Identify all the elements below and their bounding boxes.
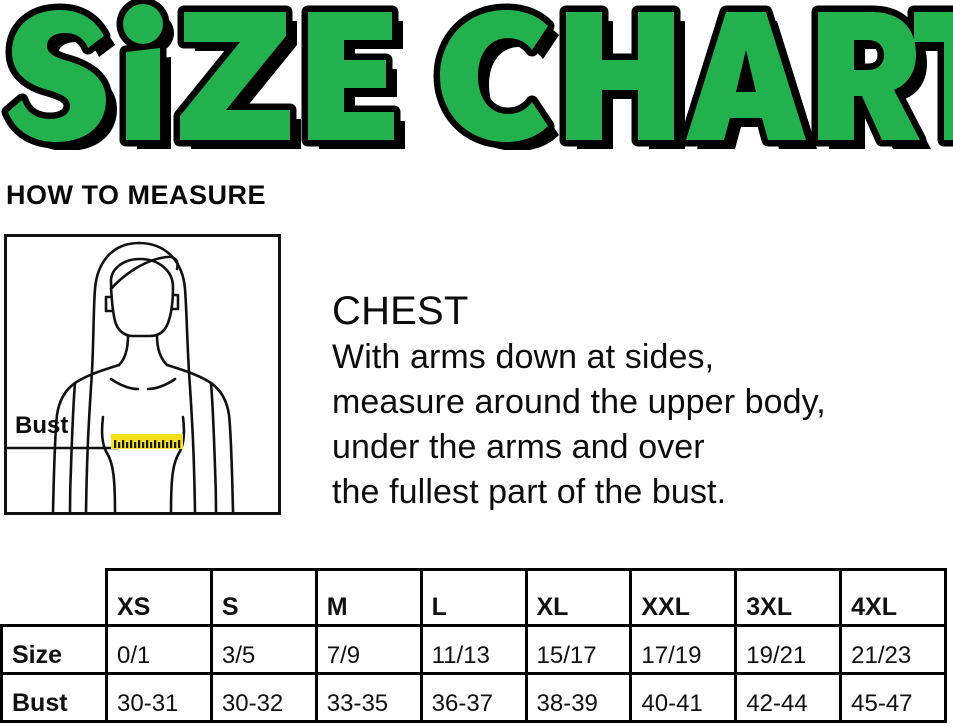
table-row: Size 0/1 3/5 7/9 11/13 15/17 17/19 19/21…	[0, 624, 947, 675]
cell-size-xl: 15/17	[524, 624, 633, 675]
measurement-illustration: Bust	[4, 234, 281, 515]
column-header-xl: XL	[524, 568, 633, 627]
cell-size-m: 7/9	[314, 624, 423, 675]
cell-bust-m: 33-35	[314, 672, 423, 723]
tape-ticks	[114, 440, 181, 448]
chest-description: CHEST With arms down at sides, measure a…	[332, 288, 932, 515]
cell-size-xs: 0/1	[105, 624, 213, 675]
size-table-container: XS S M L XL XXL 3XL 4XL Size 0/1 3/5 7/9…	[0, 568, 948, 723]
title-artwork	[0, 0, 953, 150]
column-header-3xl: 3XL	[734, 568, 843, 627]
cell-size-xxl: 17/19	[629, 624, 738, 675]
column-header-l: L	[419, 568, 528, 627]
tape-measure	[111, 434, 183, 449]
column-header-4xl: 4XL	[839, 568, 947, 627]
bust-label: Bust	[15, 412, 69, 439]
table-header-row: XS S M L XL XXL 3XL 4XL	[2, 568, 947, 627]
description-line-3: under the arms and over	[332, 428, 705, 466]
description-heading: CHEST	[332, 289, 469, 333]
description-line-4: the fullest part of the bust.	[332, 473, 727, 511]
table-corner-cell	[2, 570, 107, 626]
table-row: Bust 30-31 30-32 33-35 36-37 38-39 40-41…	[0, 672, 947, 723]
row-label-bust: Bust	[0, 672, 108, 723]
column-header-s: S	[209, 568, 318, 627]
cell-size-4xl: 21/23	[839, 624, 947, 675]
cell-bust-xs: 30-31	[105, 672, 213, 723]
how-to-measure-heading: HOW TO MEASURE	[6, 180, 267, 210]
page-title	[0, 0, 953, 150]
column-header-m: M	[314, 568, 423, 627]
cell-bust-s: 30-32	[209, 672, 318, 723]
row-label-size: Size	[0, 624, 108, 675]
cell-size-s: 3/5	[209, 624, 318, 675]
cell-bust-4xl: 45-47	[839, 672, 947, 723]
column-header-xxl: XXL	[629, 568, 738, 627]
cell-bust-xl: 38-39	[524, 672, 633, 723]
cell-bust-l: 36-37	[419, 672, 528, 723]
size-table: XS S M L XL XXL 3XL 4XL Size 0/1 3/5 7/9…	[0, 568, 947, 723]
column-header-xs: XS	[105, 568, 213, 627]
description-line-1: With arms down at sides,	[332, 338, 715, 376]
cell-size-l: 11/13	[419, 624, 528, 675]
description-line-2: measure around the upper body,	[332, 383, 826, 421]
cell-size-3xl: 19/21	[734, 624, 843, 675]
cell-bust-xxl: 40-41	[629, 672, 738, 723]
cell-bust-3xl: 42-44	[734, 672, 843, 723]
female-torso-diagram	[7, 241, 235, 512]
